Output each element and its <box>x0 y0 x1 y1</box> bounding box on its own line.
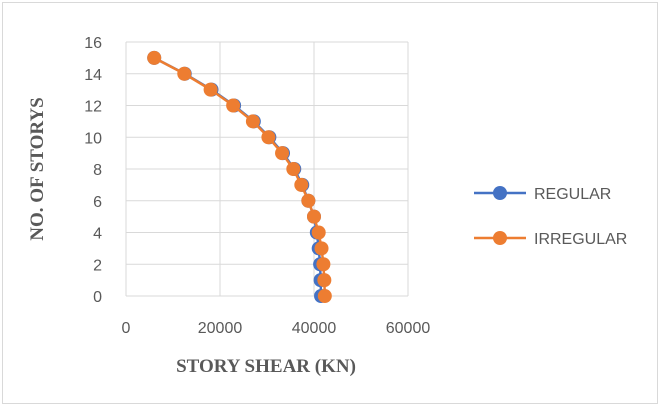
data-point-irregular <box>317 289 332 303</box>
data-point-irregular <box>301 193 316 208</box>
x-tick-label: 20000 <box>198 320 243 337</box>
data-point-irregular <box>177 66 192 81</box>
data-point-irregular <box>316 257 331 272</box>
data-point-irregular <box>203 82 218 97</box>
data-point-irregular <box>226 98 241 113</box>
y-tick-label: 0 <box>93 289 102 306</box>
data-point-irregular <box>314 241 329 256</box>
data-point-irregular <box>245 114 260 129</box>
y-tick-label: 16 <box>84 35 102 52</box>
data-point-irregular <box>307 209 321 224</box>
y-tick-label: 8 <box>93 162 102 179</box>
legend-marker-irregular <box>493 231 507 245</box>
x-axis-title: STORY SHEAR (KN) <box>176 356 356 377</box>
y-axis-title: NO. OF STORYS <box>27 97 48 240</box>
x-tick-label: 60000 <box>386 320 431 337</box>
y-tick-label: 2 <box>93 257 102 274</box>
data-point-irregular <box>311 225 326 240</box>
legend-label-irregular: IRREGULAR <box>534 231 627 248</box>
y-tick-label: 14 <box>84 67 102 84</box>
data-point-irregular <box>294 177 309 192</box>
y-tick-label: 10 <box>84 130 102 147</box>
y-tick-label: 4 <box>93 226 102 243</box>
x-tick-label: 0 <box>122 320 131 337</box>
y-tick-label: 12 <box>84 99 102 116</box>
x-tick-label: 40000 <box>292 320 337 337</box>
y-tick-label: 6 <box>93 194 102 211</box>
series-line-irregular <box>153 56 327 297</box>
data-point-irregular <box>275 146 290 161</box>
legend-marker-regular <box>493 186 507 200</box>
data-point-irregular <box>286 162 301 176</box>
data-point-irregular <box>261 130 276 145</box>
chart-frame <box>2 2 658 404</box>
legend-label-regular: REGULAR <box>534 186 611 203</box>
data-point-irregular <box>317 273 332 288</box>
data-point-irregular <box>147 50 162 65</box>
